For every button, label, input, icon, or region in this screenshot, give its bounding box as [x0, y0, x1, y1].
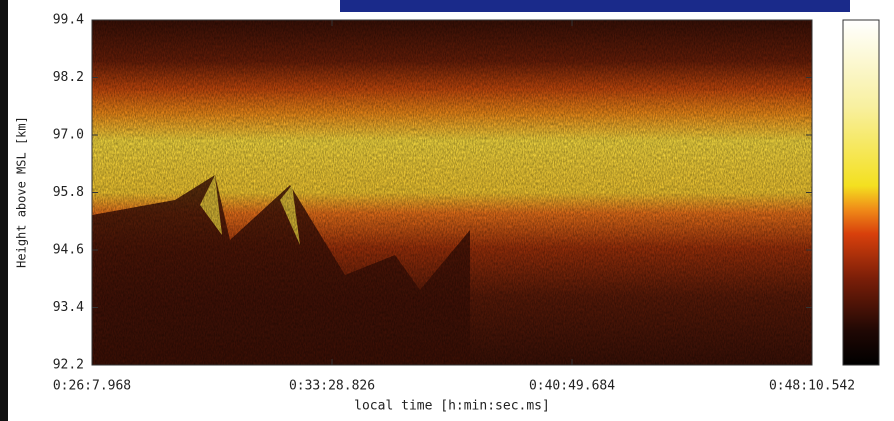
y-tick-label: 94.6	[53, 243, 84, 258]
y-tick-label: 98.2	[53, 70, 84, 85]
x-axis-label: local time [h:min:sec.ms]	[354, 399, 550, 414]
y-tick-label: 99.4	[53, 13, 84, 28]
x-tick-label: 0:33:28.826	[289, 379, 375, 394]
screen-edge	[0, 0, 8, 421]
heatmap-texture	[92, 20, 812, 365]
x-tick-label: 0:40:49.684	[529, 379, 615, 394]
heatmap	[92, 20, 812, 365]
y-axis-label: Height above MSL [km]	[15, 116, 29, 268]
y-tick-label: 97.0	[53, 128, 84, 143]
chart: Height above MSL [km] local time [h:min:…	[0, 0, 894, 421]
y-tick-label: 93.4	[53, 300, 84, 315]
background-image	[340, 0, 850, 12]
y-tick-label: 95.8	[53, 185, 84, 200]
colorbar	[843, 20, 879, 365]
y-tick-label: 92.2	[53, 358, 84, 373]
x-tick-label: 0:26:7.968	[53, 379, 131, 394]
x-tick-label: 0:48:10.542	[769, 379, 855, 394]
